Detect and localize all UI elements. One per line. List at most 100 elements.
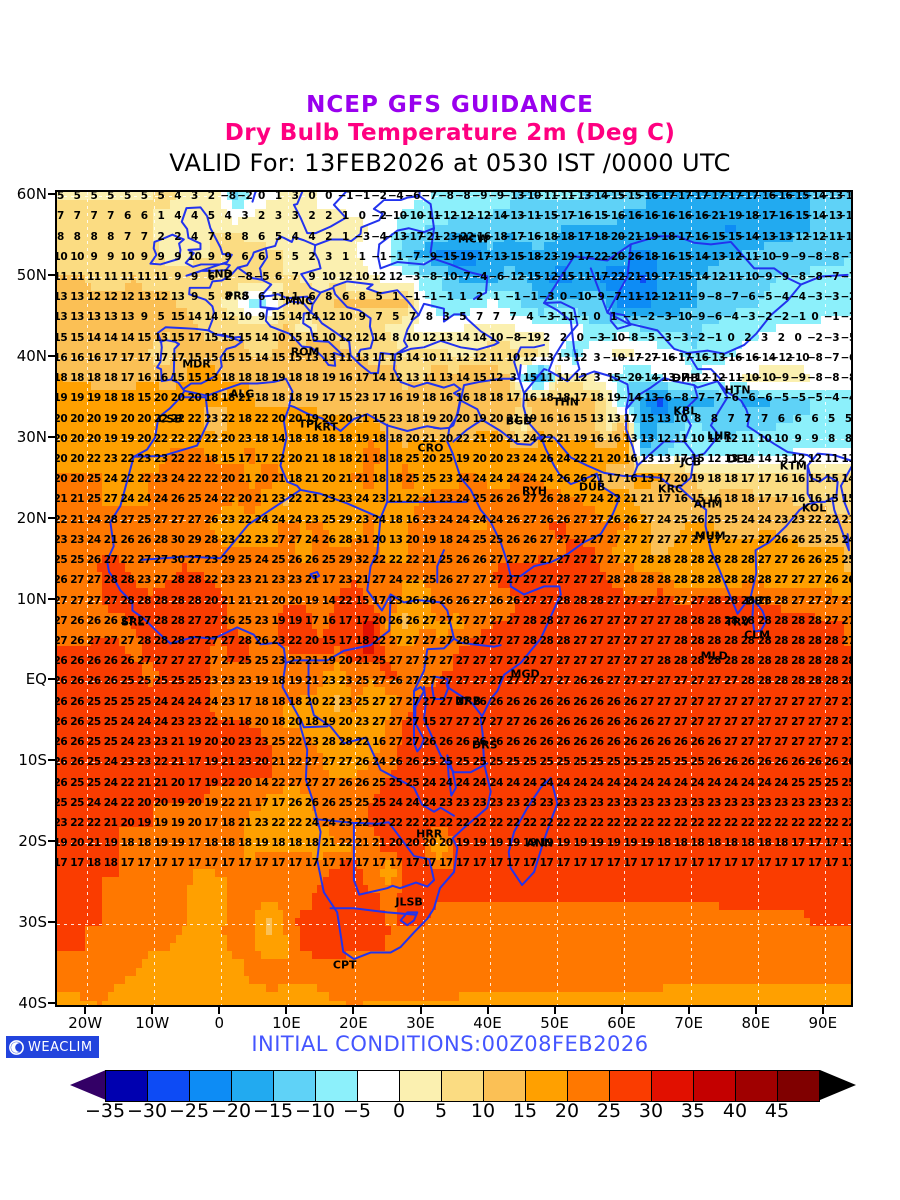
grid-value: 24 — [87, 514, 101, 526]
colorbar-swatch — [652, 1071, 694, 1101]
grid-value: 17 — [741, 473, 755, 485]
grid-value: 28 — [690, 574, 704, 586]
grid-value: 26 — [741, 756, 755, 768]
grid-value: 17 — [338, 635, 352, 647]
grid-value: 14 — [473, 332, 487, 344]
grid-value: 20 — [489, 453, 503, 465]
grid-value: 12 — [372, 271, 386, 283]
grid-value: 26 — [120, 534, 134, 546]
grid-value: 24 — [255, 554, 269, 566]
grid-value: 27 — [473, 635, 487, 647]
grid-value: 0 — [795, 332, 802, 344]
grid-value: 26 — [607, 716, 621, 728]
grid-value: 13 — [55, 311, 67, 323]
grid-value: 23 — [204, 554, 218, 566]
grid-value: 13 — [657, 413, 671, 425]
lon-tick-label: 70E — [674, 1014, 703, 1032]
grid-value: 22 — [271, 817, 285, 829]
grid-value: 28 — [540, 615, 554, 627]
grid-value: 25 — [422, 574, 436, 586]
grid-value: 17 — [808, 857, 822, 869]
grid-value: 11 — [70, 271, 84, 283]
grid-value: 27 — [154, 514, 168, 526]
grid-value: 22 — [137, 473, 151, 485]
grid-value: 25 — [724, 514, 738, 526]
grid-value: 9 — [795, 433, 802, 445]
grid-value: 18 — [305, 837, 319, 849]
grid-value: 3 — [275, 210, 282, 222]
grid-value: 21 — [556, 433, 570, 445]
grid-value: 2 — [476, 291, 483, 303]
grid-value: 13 — [640, 473, 654, 485]
grid-value: 15 — [825, 473, 839, 485]
grid-value: 27 — [808, 595, 822, 607]
grid-value: 20 — [255, 756, 269, 768]
city-label-cro: CRO — [418, 441, 444, 454]
grid-value: 24 — [137, 716, 151, 728]
colorbar-under-arrow — [70, 1070, 106, 1100]
colorbar-tick: 35 — [681, 1100, 705, 1122]
grid-value: 27 — [556, 534, 570, 546]
grid-value: 8 — [845, 433, 852, 445]
grid-value: 27 — [724, 696, 738, 708]
grid-value: 21 — [305, 574, 319, 586]
lon-tick-mark — [285, 1007, 287, 1014]
grid-value: 27 — [590, 615, 604, 627]
grid-value: 21 — [355, 837, 369, 849]
grid-value: 5 — [392, 311, 399, 323]
grid-value: 26 — [322, 534, 336, 546]
grid-value: 14 — [841, 473, 853, 485]
grid-value: 20 — [87, 413, 101, 425]
grid-value: 21 — [70, 514, 84, 526]
grid-value: 23 — [221, 574, 235, 586]
grid-value: 25 — [808, 534, 822, 546]
grid-value: 28 — [724, 554, 738, 566]
grid-value: 26 — [70, 696, 84, 708]
grid-value: 26 — [556, 736, 570, 748]
grid-value: 21 — [255, 595, 269, 607]
city-label-cpt: CPT — [333, 958, 357, 971]
grid-value: −3 — [673, 332, 688, 344]
grid-value: 20 — [288, 716, 302, 728]
grid-value: 20 — [255, 473, 269, 485]
grid-value: 3 — [761, 332, 768, 344]
grid-value: 8 — [90, 231, 97, 243]
grid-value: 26 — [87, 554, 101, 566]
grid-value: 25 — [137, 514, 151, 526]
grid-value: 27 — [623, 615, 637, 627]
grid-value: 27 — [523, 655, 537, 667]
grid-value: 27 — [674, 675, 688, 687]
lon-tick-label: 40E — [473, 1014, 502, 1032]
grid-value: 22 — [372, 817, 386, 829]
grid-value: 27 — [137, 655, 151, 667]
grid-value: −1 — [338, 190, 353, 202]
grid-value: 27 — [556, 615, 570, 627]
lon-tick-mark — [151, 1007, 153, 1014]
grid-value: 17 — [506, 392, 520, 404]
grid-value: 26 — [506, 736, 520, 748]
grid-value: 28 — [338, 534, 352, 546]
grid-value: 28 — [171, 635, 185, 647]
grid-value: 27 — [640, 635, 654, 647]
colorbar-tick: −10 — [295, 1100, 335, 1122]
grid-value: 14 — [456, 332, 470, 344]
grid-value: −9 — [790, 251, 805, 263]
grid-value: 22 — [338, 595, 352, 607]
grid-value: −2 — [841, 291, 853, 303]
grid-value: 28 — [556, 493, 570, 505]
grid-value: 16 — [55, 352, 67, 364]
grid-value: 19 — [154, 817, 168, 829]
grid-value: 28 — [841, 675, 853, 687]
grid-value: 17 — [590, 857, 604, 869]
grid-value: 25 — [405, 473, 419, 485]
grid-value: −9 — [774, 251, 789, 263]
grid-value: 21 — [221, 756, 235, 768]
grid-value: 9 — [258, 311, 265, 323]
grid-value: 27 — [841, 716, 853, 728]
weaclim-logo[interactable]: WEACLIM — [6, 1036, 99, 1058]
grid-value: 25 — [70, 554, 84, 566]
grid-value: 3 — [292, 190, 299, 202]
grid-value: 26 — [523, 696, 537, 708]
grid-value: 28 — [540, 635, 554, 647]
grid-value: 15 — [171, 372, 185, 384]
